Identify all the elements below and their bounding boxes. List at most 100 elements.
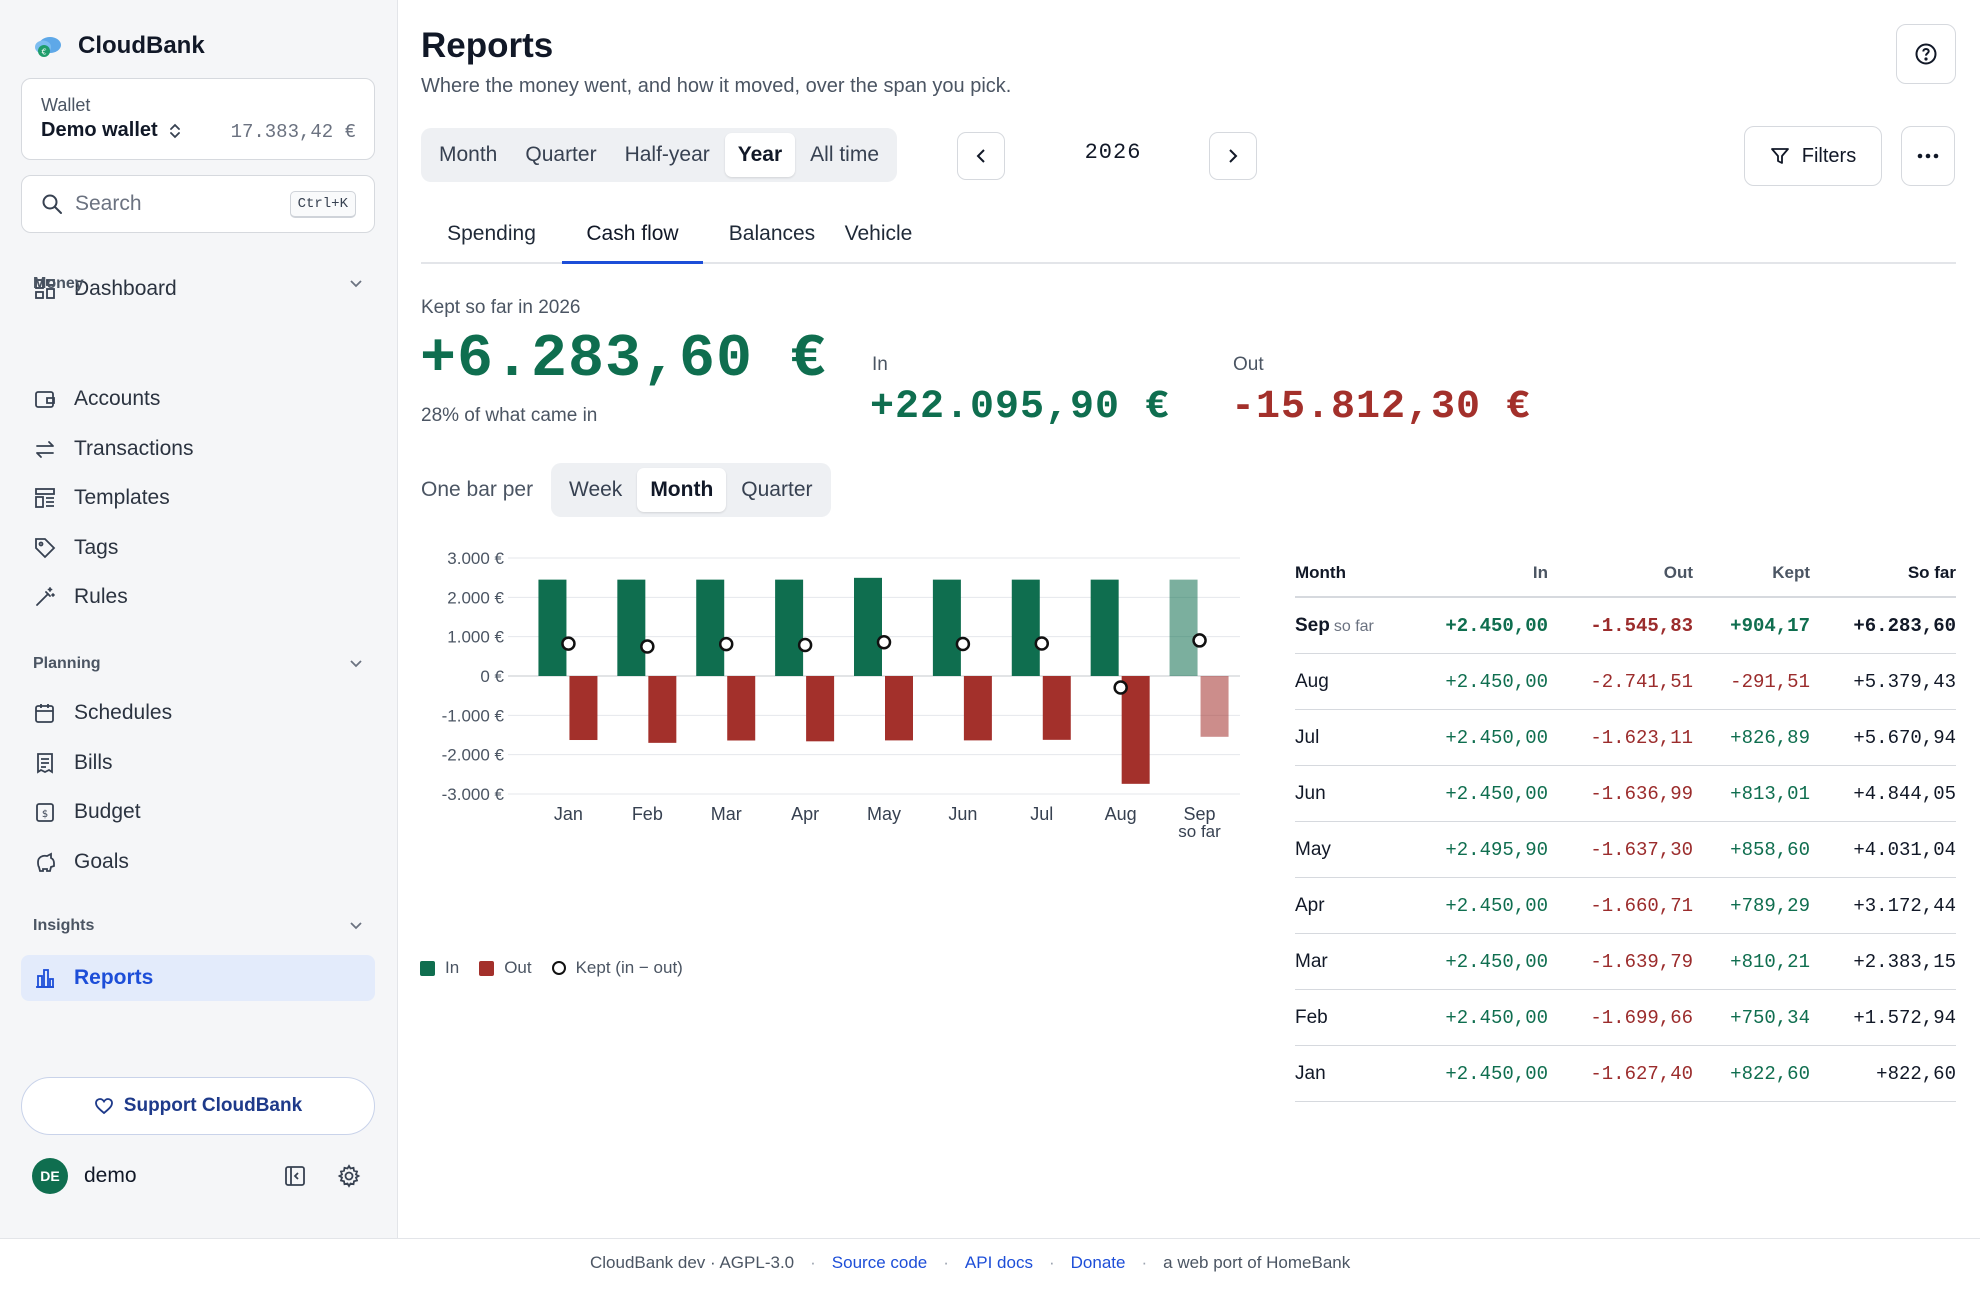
report-tabs: Spending Cash flow Balances Vehicle [421,212,1956,264]
donate-link[interactable]: Donate [1070,1253,1126,1272]
table-row[interactable]: Jun +2.450,00 -1.636,99 +813,01 +4.844,05 [1295,766,1956,822]
period-option-all-time[interactable]: All time [810,143,880,166]
question-circle-icon [1915,43,1937,65]
section-planning[interactable]: Planning [33,655,363,673]
tab-spending[interactable]: Spending [447,222,536,245]
col-in: In [1532,563,1548,582]
x-tick-label: Sep [1184,804,1216,824]
sidebar-item-tags[interactable]: Tags [21,525,375,571]
cell-out: -1.637,30 [1590,838,1693,861]
period-option-quarter[interactable]: Quarter [525,143,597,166]
x-tick-label: Feb [632,804,663,824]
filters-button[interactable]: Filters [1744,126,1882,186]
sidebar-item-goals[interactable]: Goals [21,839,375,885]
cell-so-far: +6.283,60 [1853,614,1956,637]
section-insights[interactable]: Insights [33,917,363,935]
settings-gear-icon[interactable] [336,1163,362,1189]
table-row[interactable]: Apr +2.450,00 -1.660,71 +789,29 +3.172,44 [1295,878,1956,934]
section-money[interactable]: Money [33,275,363,293]
help-button[interactable] [1896,24,1956,84]
sidebar-item-rules[interactable]: Rules [21,574,375,620]
kept-point [1192,633,1207,648]
sidebar-item-label: Reports [74,966,154,989]
template-icon [33,486,57,510]
source-code-link[interactable]: Source code [831,1253,928,1272]
tab-balances[interactable]: Balances [728,222,816,245]
cell-out: -2.741,51 [1590,670,1693,693]
out-value: -15.812,30 € [1231,385,1532,430]
table-row[interactable]: Jan +2.450,00 -1.627,40 +822,60 +822,60 [1295,1046,1956,1102]
out-bar [1042,676,1071,740]
table-row[interactable]: May +2.495,90 -1.637,30 +858,60 +4.031,04 [1295,822,1956,878]
in-bar [617,579,646,676]
cell-in: +2.495,90 [1445,838,1548,861]
table-row[interactable]: Sep so far +2.450,00 -1.545,83 +904,17 +6.283… [1295,598,1956,654]
sidebar-item-reports[interactable]: Reports [21,955,375,1001]
cell-kept: +826,89 [1730,726,1810,749]
month-text: Mar [1295,950,1328,972]
x-tick-label: Mar [711,804,742,824]
out-bar [1200,676,1229,737]
chevron-right-icon [1229,149,1238,163]
period-option-month[interactable]: Month [439,143,498,166]
table-row[interactable]: Mar +2.450,00 -1.639,79 +810,21 +2.383,15 [1295,934,1956,990]
sidebar-item-templates[interactable]: Templates [21,475,375,521]
cell-kept: +810,21 [1730,950,1810,973]
wallet-switcher[interactable]: Wallet Demo wallet 17.383,42 € [21,78,375,160]
search-box[interactable]: Search Ctrl+K [21,175,375,233]
user-menu[interactable]: DE demo [32,1158,137,1194]
cell-in: +2.450,00 [1445,782,1548,805]
bar-option-month[interactable]: Month [637,468,727,512]
tab-cash-flow[interactable]: Cash flow [562,222,703,264]
x-tick-label: Apr [791,804,819,824]
sidebar-item-schedules[interactable]: Schedules [21,690,375,736]
search-input[interactable]: Search [75,192,142,215]
footer: CloudBank dev · AGPL-3.0 · Source code ·… [0,1238,1980,1290]
kept-point [1034,636,1050,651]
receipt-icon [33,751,57,775]
legend-label: Out [504,958,532,977]
sidebar-item-transactions[interactable]: Transactions [21,426,375,472]
brand[interactable]: € CloudBank [32,30,205,62]
wallet-icon [33,387,57,411]
in-bar [1090,579,1119,676]
month-text: May [1295,838,1331,860]
out-label: Out [1233,354,1264,375]
sidebar: € CloudBank Wallet Demo wallet 17.383,42… [0,0,398,1238]
in-bar [1169,579,1198,676]
sidebar-item-label: Dashboard [74,277,177,300]
table-row[interactable]: Feb +2.450,00 -1.699,66 +750,34 +1.572,94 [1295,990,1956,1046]
bar-option-quarter[interactable]: Quarter [741,478,813,501]
y-tick-label: -1.000 € [442,706,505,725]
table-row[interactable]: Jul +2.450,00 -1.623,11 +826,89 +5.670,94 [1295,710,1956,766]
cell-kept: +750,34 [1730,1006,1810,1029]
collapse-sidebar-icon[interactable] [282,1163,308,1189]
filter-funnel-icon [1770,148,1789,164]
api-docs-link[interactable]: API docs [964,1253,1033,1272]
cell-kept: +858,60 [1730,838,1810,861]
sidebar-item-budget[interactable]: $ Budget [21,789,375,835]
svg-text:€: € [41,48,46,57]
support-button[interactable]: Support CloudBank [21,1077,375,1135]
cell-kept: -291,51 [1730,670,1810,693]
previous-period-button[interactable] [957,132,1005,180]
cell-out: -1.627,40 [1590,1062,1693,1085]
period-option-half-year[interactable]: Half-year [624,143,710,166]
cell-kept: +822,60 [1730,1062,1810,1085]
sidebar-item-dashboard[interactable]: Dashboard [21,266,375,312]
table-row[interactable]: Aug +2.450,00 -2.741,51 -291,51 +5.379,43 [1295,654,1956,710]
sidebar-item-bills[interactable]: Bills [21,740,375,786]
y-tick-label: 2.000 € [447,588,504,607]
table-body: Sep so far +2.450,00 -1.545,83 +904,17 +6.283… [1295,598,1956,1102]
cell-month: Apr [1295,895,1413,917]
more-options-button[interactable] [1901,126,1955,186]
cell-in: +2.450,00 [1445,726,1548,749]
tab-vehicle[interactable]: Vehicle [844,222,913,245]
chevron-left-icon [976,149,985,163]
avatar: DE [32,1158,68,1194]
next-period-button[interactable] [1209,132,1257,180]
period-option-year[interactable]: Year [724,133,796,177]
bar-option-week[interactable]: Week [569,478,623,501]
sidebar-item-accounts[interactable]: Accounts [21,376,375,422]
sidebar-item-label: Accounts [74,387,161,410]
